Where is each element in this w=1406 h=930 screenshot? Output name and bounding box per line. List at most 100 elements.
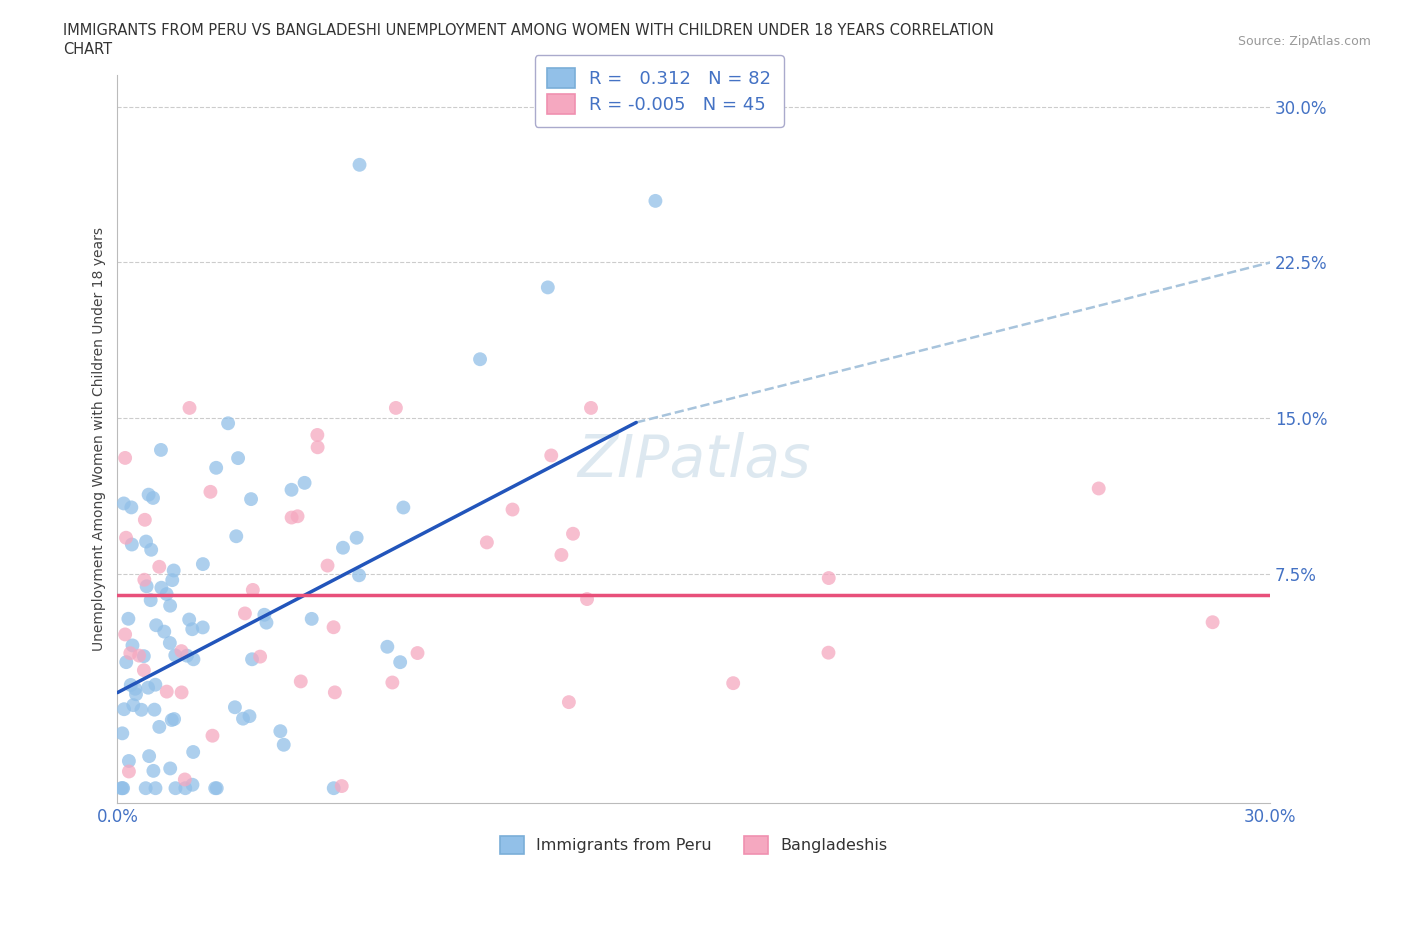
Point: [176, 648, 198, 663]
Point: [150, 580, 173, 595]
Point: [225, 529, 247, 544]
Point: [238, 709, 260, 724]
Point: [122, 698, 145, 712]
Point: [145, 781, 167, 796]
Point: [540, 448, 562, 463]
Point: [159, 761, 181, 776]
Point: [307, 440, 329, 455]
Point: [111, 726, 134, 741]
Point: [117, 611, 139, 626]
Point: [322, 619, 344, 634]
Point: [562, 526, 585, 541]
Point: [204, 781, 226, 796]
Point: [191, 620, 214, 635]
Point: [145, 677, 167, 692]
Point: [170, 644, 193, 658]
Point: [153, 624, 176, 639]
Point: [375, 639, 398, 654]
Text: CHART: CHART: [63, 42, 112, 57]
Point: [290, 674, 312, 689]
Point: [118, 753, 141, 768]
Point: [346, 530, 368, 545]
Point: [181, 622, 204, 637]
Point: [301, 611, 323, 626]
Point: [201, 728, 224, 743]
Point: [174, 781, 197, 796]
Point: [721, 676, 744, 691]
Point: [135, 534, 157, 549]
Point: [502, 502, 524, 517]
Point: [121, 638, 143, 653]
Point: [468, 352, 491, 366]
Point: [550, 548, 572, 563]
Point: [112, 496, 135, 511]
Point: [138, 487, 160, 502]
Point: [240, 652, 263, 667]
Point: [332, 540, 354, 555]
Point: [134, 512, 156, 527]
Point: [817, 645, 839, 660]
Point: [148, 559, 170, 574]
Point: [232, 711, 254, 726]
Point: [128, 648, 150, 663]
Point: [256, 616, 278, 631]
Point: [200, 485, 222, 499]
Point: [817, 571, 839, 586]
Point: [131, 702, 153, 717]
Point: [149, 443, 172, 458]
Point: [120, 500, 142, 515]
Point: [558, 695, 581, 710]
Point: [138, 749, 160, 764]
Point: [159, 598, 181, 613]
Point: [134, 572, 156, 587]
Point: [114, 450, 136, 465]
Point: [165, 781, 187, 796]
Point: [112, 702, 135, 717]
Point: [173, 772, 195, 787]
Point: [145, 618, 167, 632]
Point: [392, 500, 415, 515]
Point: [124, 682, 146, 697]
Point: [170, 685, 193, 700]
Point: [132, 649, 155, 664]
Point: [576, 591, 599, 606]
Point: [111, 781, 134, 796]
Point: [148, 720, 170, 735]
Y-axis label: Unemployment Among Women with Children Under 18 years: Unemployment Among Women with Children U…: [93, 227, 107, 651]
Point: [249, 649, 271, 664]
Point: [217, 416, 239, 431]
Point: [347, 568, 370, 583]
Point: [323, 684, 346, 699]
Text: IMMIGRANTS FROM PERU VS BANGLADESHI UNEMPLOYMENT AMONG WOMEN WITH CHILDREN UNDER: IMMIGRANTS FROM PERU VS BANGLADESHI UNEM…: [63, 23, 994, 38]
Point: [120, 678, 142, 693]
Point: [322, 781, 344, 796]
Point: [294, 475, 316, 490]
Point: [114, 627, 136, 642]
Point: [475, 535, 498, 550]
Point: [273, 737, 295, 752]
Point: [125, 687, 148, 702]
Point: [159, 635, 181, 650]
Point: [143, 702, 166, 717]
Point: [121, 537, 143, 551]
Point: [1201, 615, 1223, 630]
Point: [269, 724, 291, 738]
Point: [224, 699, 246, 714]
Point: [240, 492, 263, 507]
Point: [389, 655, 412, 670]
Text: ZIPatlas: ZIPatlas: [576, 432, 811, 489]
Point: [156, 684, 179, 699]
Point: [191, 557, 214, 572]
Point: [112, 781, 135, 796]
Point: [139, 592, 162, 607]
Point: [242, 582, 264, 597]
Point: [287, 509, 309, 524]
Point: [135, 781, 157, 796]
Point: [163, 711, 186, 726]
Text: Source: ZipAtlas.com: Source: ZipAtlas.com: [1237, 35, 1371, 48]
Point: [181, 777, 204, 792]
Point: [280, 483, 302, 498]
Point: [181, 745, 204, 760]
Point: [142, 764, 165, 778]
Point: [205, 781, 228, 796]
